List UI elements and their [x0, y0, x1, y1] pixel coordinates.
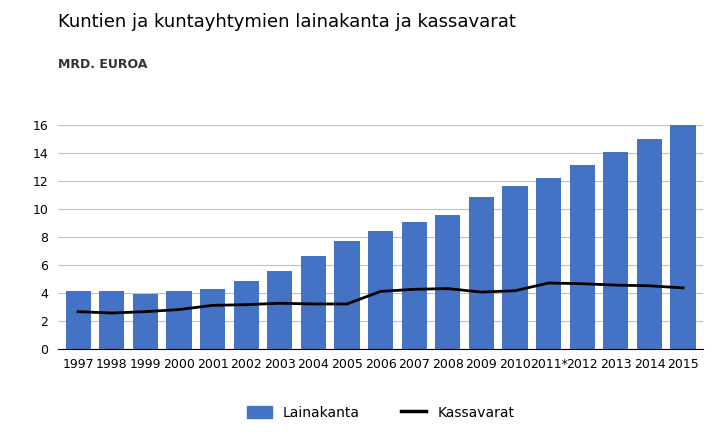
Bar [268, 271, 292, 349]
Bar [469, 197, 494, 349]
Bar [570, 165, 595, 349]
Bar [233, 281, 259, 349]
Text: Kuntien ja kuntayhtymien lainakanta ja kassavarat: Kuntien ja kuntayhtymien lainakanta ja k… [58, 13, 516, 31]
Bar [671, 125, 696, 349]
Bar [502, 186, 528, 349]
Bar [536, 177, 561, 349]
Text: MRD. EUROA: MRD. EUROA [58, 58, 147, 71]
Bar [368, 231, 393, 349]
Bar [166, 291, 191, 349]
Legend: Lainakanta, Kassavarat: Lainakanta, Kassavarat [240, 399, 521, 426]
Bar [637, 139, 662, 349]
Bar [65, 291, 91, 349]
Bar [435, 215, 460, 349]
Bar [200, 289, 225, 349]
Bar [402, 222, 427, 349]
Bar [133, 294, 158, 349]
Bar [334, 241, 360, 349]
Bar [603, 152, 629, 349]
Bar [99, 291, 125, 349]
Bar [301, 257, 326, 349]
